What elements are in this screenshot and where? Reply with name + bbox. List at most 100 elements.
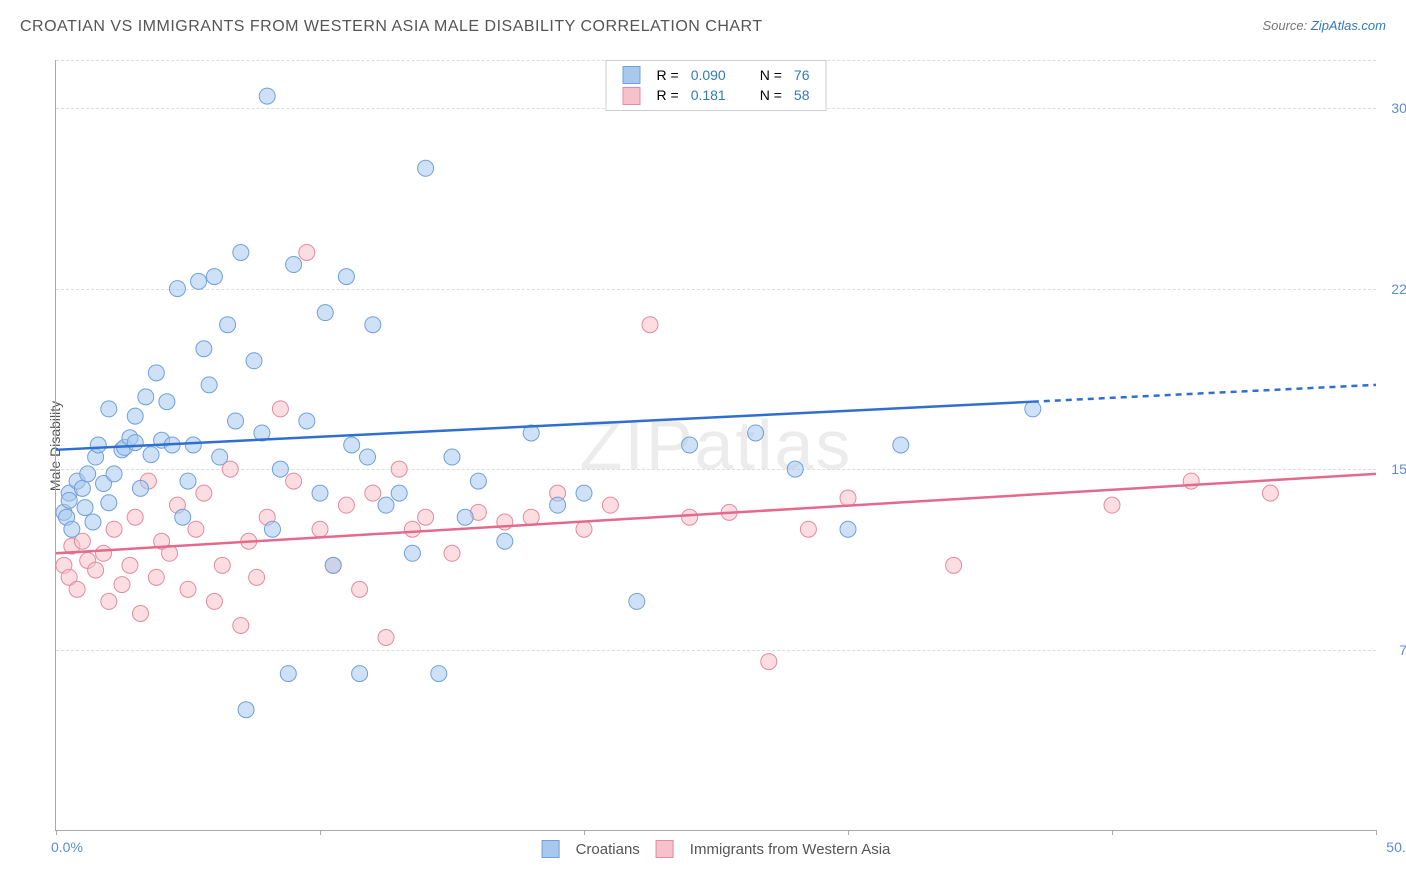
data-point xyxy=(106,466,122,482)
data-point xyxy=(180,581,196,597)
data-point xyxy=(180,473,196,489)
series-legend: CroatiansImmigrants from Western Asia xyxy=(534,840,899,858)
data-point xyxy=(550,497,566,513)
x-min-label: 0.0% xyxy=(51,839,83,855)
x-tick-mark xyxy=(1112,830,1113,835)
data-point xyxy=(201,377,217,393)
legend-swatch xyxy=(617,65,651,85)
source-attribution: Source: ZipAtlas.com xyxy=(1262,18,1386,33)
data-point xyxy=(169,281,185,297)
x-tick-mark xyxy=(1376,830,1377,835)
data-point xyxy=(299,413,315,429)
data-point xyxy=(185,437,201,453)
data-point xyxy=(196,341,212,357)
data-point xyxy=(1262,485,1278,501)
legend-series-label: Immigrants from Western Asia xyxy=(690,841,891,858)
data-point xyxy=(893,437,909,453)
data-point xyxy=(365,485,381,501)
data-point xyxy=(800,521,816,537)
data-point xyxy=(787,461,803,477)
plot-area: ZIPatlas 7.5%15.0%22.5%30.0% R =0.090N =… xyxy=(55,60,1376,831)
data-point xyxy=(317,305,333,321)
y-tick-label: 15.0% xyxy=(1391,461,1406,477)
data-point xyxy=(127,509,143,525)
data-point xyxy=(418,160,434,176)
data-point xyxy=(418,509,434,525)
legend-n-label: N = xyxy=(754,85,788,105)
data-point xyxy=(404,545,420,561)
legend-r-label: R = xyxy=(651,85,685,105)
data-point xyxy=(132,605,148,621)
data-point xyxy=(272,401,288,417)
data-point xyxy=(138,389,154,405)
data-point xyxy=(470,473,486,489)
data-point xyxy=(1025,401,1041,417)
data-point xyxy=(682,437,698,453)
legend-swatch xyxy=(617,85,651,105)
data-point xyxy=(77,500,93,516)
data-point xyxy=(312,521,328,537)
data-point xyxy=(378,630,394,646)
data-point xyxy=(191,273,207,289)
data-point xyxy=(391,461,407,477)
data-point xyxy=(101,401,117,417)
data-point xyxy=(748,425,764,441)
data-point xyxy=(576,485,592,501)
data-point xyxy=(642,317,658,333)
data-point xyxy=(576,521,592,537)
data-point xyxy=(90,437,106,453)
x-max-label: 50.0% xyxy=(1386,839,1406,855)
x-tick-mark xyxy=(56,830,57,835)
data-point xyxy=(264,521,280,537)
data-point xyxy=(148,569,164,585)
data-point xyxy=(682,509,698,525)
data-point xyxy=(259,88,275,104)
data-point xyxy=(352,666,368,682)
data-point xyxy=(338,269,354,285)
data-point xyxy=(114,577,130,593)
scatter-svg xyxy=(56,60,1376,830)
legend-swatch xyxy=(542,840,560,858)
data-point xyxy=(214,557,230,573)
data-point xyxy=(143,447,159,463)
data-point xyxy=(365,317,381,333)
data-point xyxy=(212,449,228,465)
data-point xyxy=(761,654,777,670)
data-point xyxy=(344,437,360,453)
data-point xyxy=(64,521,80,537)
data-point xyxy=(246,353,262,369)
data-point xyxy=(404,521,420,537)
legend-r-value: 0.090 xyxy=(685,65,732,85)
data-point xyxy=(101,593,117,609)
source-link[interactable]: ZipAtlas.com xyxy=(1311,18,1386,33)
data-point xyxy=(391,485,407,501)
data-point xyxy=(840,490,856,506)
correlation-legend: R =0.090N =76R =0.181N =58 xyxy=(606,60,827,111)
data-point xyxy=(188,521,204,537)
legend-n-value: 58 xyxy=(788,85,816,105)
data-point xyxy=(196,485,212,501)
data-point xyxy=(101,495,117,511)
data-point xyxy=(74,480,90,496)
data-point xyxy=(840,521,856,537)
data-point xyxy=(1104,497,1120,513)
data-point xyxy=(338,497,354,513)
legend-swatch xyxy=(656,840,674,858)
data-point xyxy=(249,569,265,585)
data-point xyxy=(1183,473,1199,489)
data-point xyxy=(175,509,191,525)
trend-line xyxy=(1033,385,1376,402)
data-point xyxy=(238,702,254,718)
data-point xyxy=(233,245,249,261)
data-point xyxy=(286,473,302,489)
source-prefix: Source: xyxy=(1262,18,1310,33)
data-point xyxy=(444,449,460,465)
data-point xyxy=(132,480,148,496)
data-point xyxy=(431,666,447,682)
data-point xyxy=(497,533,513,549)
data-point xyxy=(378,497,394,513)
data-point xyxy=(325,557,341,573)
data-point xyxy=(88,562,104,578)
data-point xyxy=(69,581,85,597)
data-point xyxy=(228,413,244,429)
